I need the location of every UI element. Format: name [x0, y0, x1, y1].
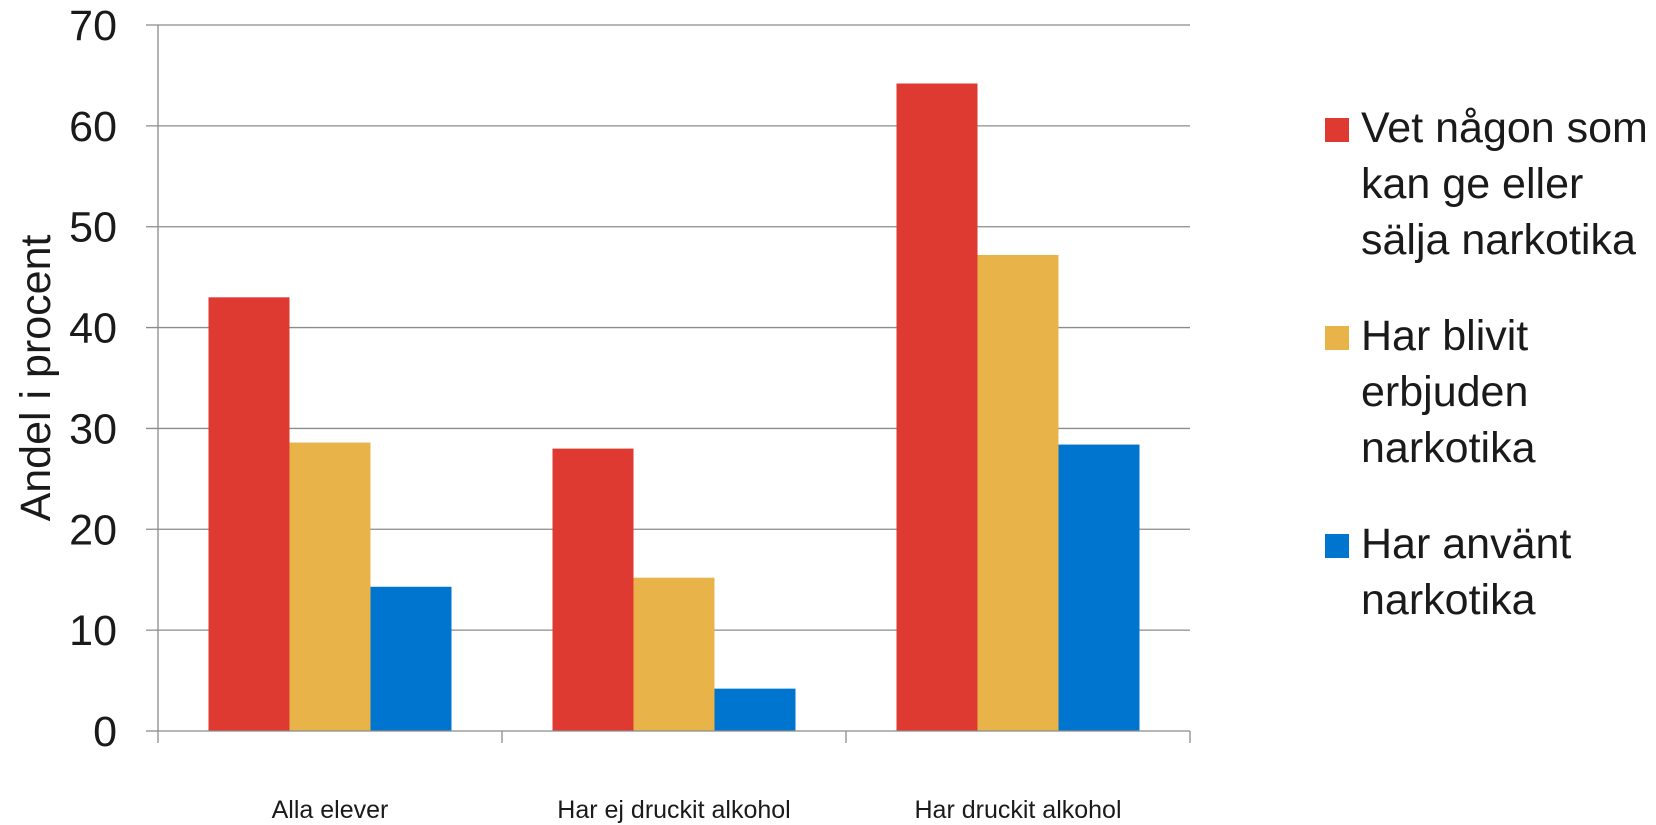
- legend-label: Har blivit erbjuden narkotika: [1361, 312, 1536, 472]
- legend-swatch-blue: [1325, 534, 1349, 558]
- y-axis-label: Andel i procent: [12, 235, 60, 522]
- legend: Vet någon som kan ge eller sälja narkoti…: [1325, 100, 1655, 668]
- y-tick-label: 50: [69, 204, 117, 252]
- bar: [289, 442, 371, 731]
- axes: [157, 25, 1191, 743]
- legend-item-vet-nagon: Vet någon som kan ge eller sälja narkoti…: [1325, 100, 1655, 268]
- x-tick-labels: Alla elever Har ej druckit alkohol Har dru…: [272, 796, 1122, 824]
- legend-item-anvant: Har använt narkotika: [1325, 516, 1655, 628]
- legend-label: Har använt narkotika: [1361, 520, 1572, 624]
- legend-swatch-red: [1325, 118, 1349, 142]
- bars: [208, 83, 1140, 732]
- bar: [1058, 444, 1140, 731]
- y-tick-label: 20: [69, 506, 117, 554]
- y-tick-labels: 0 10 20 30 40 50 60 70: [69, 2, 117, 756]
- legend-swatch-yellow: [1325, 326, 1349, 350]
- legend-item-erbjuden: Har blivit erbjuden narkotika: [1325, 308, 1655, 476]
- bar: [552, 448, 634, 731]
- y-tick-label: 0: [93, 708, 117, 756]
- bar: [714, 688, 796, 731]
- legend-label: Vet någon som kan ge eller sälja narkoti…: [1361, 104, 1648, 264]
- bar: [633, 577, 715, 731]
- bar: [977, 254, 1059, 731]
- bar: [896, 83, 978, 732]
- y-tick-label: 70: [69, 2, 117, 50]
- bar: [208, 297, 290, 731]
- bar: [370, 586, 452, 731]
- y-tick-label: 40: [69, 305, 117, 353]
- y-tick-label: 60: [69, 103, 117, 151]
- x-tick-label: Har ej druckit alkohol: [557, 796, 790, 824]
- y-tick-label: 10: [69, 607, 117, 655]
- x-tick-label: Har druckit alkohol: [914, 796, 1121, 824]
- x-tick-label: Alla elever: [272, 796, 389, 824]
- y-tick-label: 30: [69, 405, 117, 453]
